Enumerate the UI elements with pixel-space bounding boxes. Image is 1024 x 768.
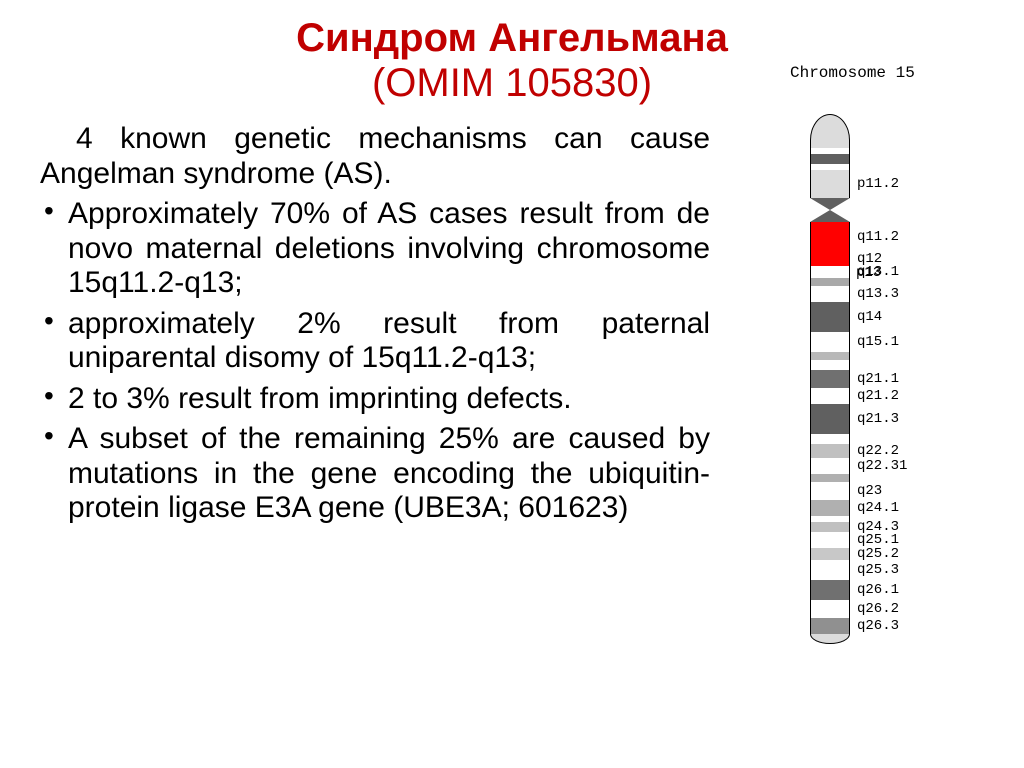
chromosome-band [810,474,850,482]
chromosome-band: p11.2 [810,170,850,198]
q-telomere [810,634,850,644]
chromosome-band: q21.2 [810,388,850,404]
chromosome-band [810,360,850,370]
list-item: Approximately 70% of AS cases result fro… [40,197,710,301]
chromosome-band [810,434,850,444]
chromosome-band: q25.3 [810,560,850,580]
chromosome-band: q23 [810,482,850,500]
band-label: q23 [857,483,882,499]
band-label: q13.3 [857,286,899,302]
band-label: q26.1 [857,582,899,598]
chromosome-band: q26.1 [810,580,850,600]
band-label: q15.1 [857,334,899,350]
chromosome-band: q25.2 [810,548,850,560]
figure-column: Chromosome 15 p13p11.2q11.2q12q13.1q13.3… [710,114,1004,768]
band-label: q22.2 [857,443,899,459]
band-label: q21.3 [857,411,899,427]
band-label: q13.1 [857,264,899,280]
chromosome-band: q22.31 [810,458,850,474]
title-line-1: Синдром Ангельмана [0,16,1024,61]
chromosome-band [810,278,850,286]
list-item: 2 to 3% result from imprinting defects. [40,382,710,417]
content-area: 4 known genetic mechanisms can cause Ang… [0,114,1024,768]
band-label: q14 [857,309,882,325]
chromosome-band [810,154,850,164]
band-label: p11.2 [857,176,899,192]
band-label: q22.31 [857,458,907,474]
centromere [810,198,850,222]
chromosome-band [810,352,850,360]
slide: Синдром Ангельмана (OMIM 105830) 4 known… [0,0,1024,768]
chromosome-band: q25.1 [810,532,850,548]
chromosome-band: q14 [810,302,850,332]
chromosome-ideogram: p13p11.2q11.2q12q13.1q13.3q14q15.1q21.1q… [810,114,850,644]
intro-paragraph: 4 known genetic mechanisms can cause Ang… [40,122,710,191]
bullet-list: Approximately 70% of AS cases result fro… [40,197,710,526]
chromosome-band: q24.1 [810,500,850,516]
band-label: q21.1 [857,371,899,387]
band-label: q24.1 [857,500,899,516]
chromosome-band: q12 [810,252,850,266]
band-label: q25.2 [857,546,899,562]
chromosome-band: q24.3 [810,522,850,532]
text-column: 4 known genetic mechanisms can cause Ang… [40,114,710,768]
band-label: q26.2 [857,601,899,617]
chromosome-band: q13.3 [810,286,850,302]
chromosome-band: q26.3 [810,618,850,634]
chromosome-band: q15.1 [810,332,850,352]
band-label: q21.2 [857,388,899,404]
figure-title: Chromosome 15 [790,64,915,82]
band-label: q11.2 [857,229,899,245]
list-item: A subset of the remaining 25% are caused… [40,422,710,526]
p-telomere: p13 [810,114,850,148]
list-item: approximately 2% result from paternal un… [40,307,710,376]
chromosome-band: q13.1 [810,266,850,278]
slide-title: Синдром Ангельмана (OMIM 105830) [0,0,1024,114]
band-label: q25.3 [857,562,899,578]
chromosome-band: q21.3 [810,404,850,434]
chromosome-band: q22.2 [810,444,850,458]
chromosome-band: q26.2 [810,600,850,618]
band-label: q26.3 [857,618,899,634]
chromosome-band: q21.1 [810,370,850,388]
chromosome-band: q11.2 [810,222,850,252]
